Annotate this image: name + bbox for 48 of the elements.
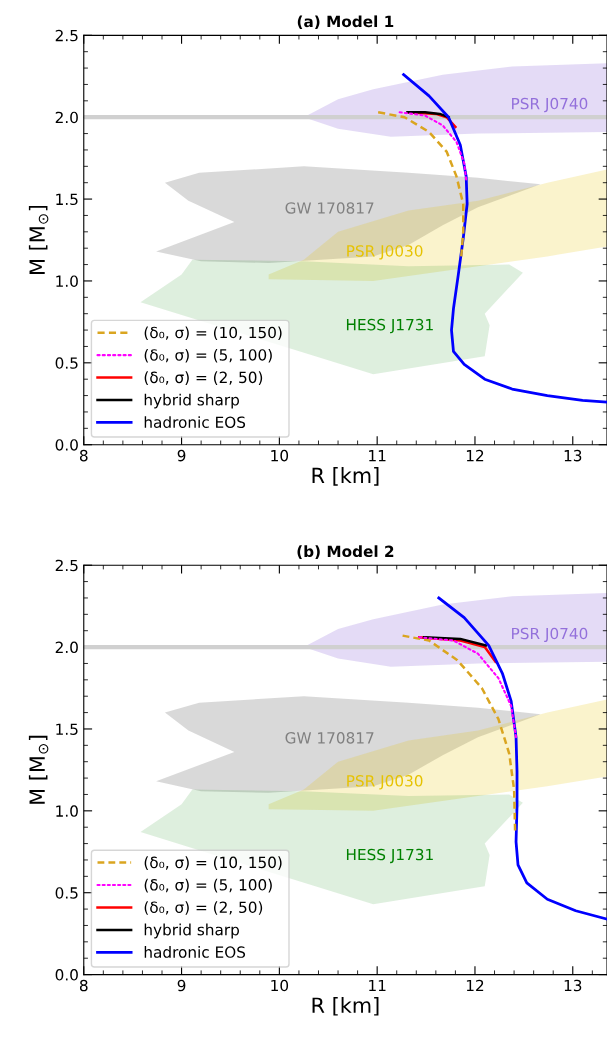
y-tick-label: 1.0 xyxy=(56,275,78,287)
y-tick-label: 0.5 xyxy=(55,887,78,899)
legend-label: (δ₀, σ) = (5, 100) xyxy=(144,348,272,363)
chart-title: (b) Model 2 xyxy=(297,545,394,559)
y-axis-title: M [M$_{⊙}$] xyxy=(28,205,49,274)
y-tick-label: 0.0 xyxy=(55,969,78,981)
x-tick-label: 12 xyxy=(466,449,484,462)
legend-label: hybrid sharp xyxy=(144,923,239,939)
series-label: HESS J1731 xyxy=(346,318,433,334)
y-tick-label: 2.5 xyxy=(55,559,78,572)
legend-label: (δ₀, σ) = (10, 150) xyxy=(144,856,282,870)
x-tick-label: 13 xyxy=(564,449,582,462)
series-label: GW 170817 xyxy=(285,732,374,744)
x-tick-label: 9 xyxy=(177,449,186,462)
legend-label: (δ₀, σ) = (2, 50) xyxy=(144,901,263,915)
x-tick-label: 11 xyxy=(369,979,386,992)
y-tick-label: 0.5 xyxy=(55,357,78,369)
legend-label: (δ₀, σ) = (5, 100) xyxy=(144,878,272,893)
x-tick-label: 10 xyxy=(271,979,289,992)
x-tick-label: 8 xyxy=(79,449,88,462)
y-tick-label: 2.5 xyxy=(55,29,78,42)
chart-title: (a) Model 1 xyxy=(297,15,394,30)
series-label: PSR J0030 xyxy=(347,775,423,790)
y-tick-label: 1.0 xyxy=(56,805,78,817)
x-tick-label: 8 xyxy=(79,979,88,992)
series-label: GW 170817 xyxy=(285,202,374,214)
y-tick-label: 1.5 xyxy=(56,723,78,735)
x-tick-label: 12 xyxy=(466,979,484,992)
x-tick-label: 9 xyxy=(177,979,186,992)
series-label: PSR J0030 xyxy=(347,245,423,260)
x-axis-title: R [km] xyxy=(312,997,379,1016)
legend-label: (δ₀, σ) = (10, 150) xyxy=(144,326,282,341)
x-tick-label: 13 xyxy=(564,979,582,992)
x-tick-label: 10 xyxy=(271,449,289,462)
legend-label: hadronic EOS xyxy=(144,946,246,958)
series-label: PSR J0740 xyxy=(512,627,588,643)
y-tick-label: 0.0 xyxy=(55,439,78,451)
legend-label: (δ₀, σ) = (2, 50) xyxy=(144,371,263,385)
legend-label: hadronic EOS xyxy=(144,416,246,428)
y-tick-label: 2.0 xyxy=(55,111,78,124)
legend-label: hybrid sharp xyxy=(144,393,239,409)
x-axis-title: R [km] xyxy=(312,467,379,486)
series-label: PSR J0740 xyxy=(512,97,588,113)
y-axis-title: M [M$_{⊙}$] xyxy=(28,735,49,804)
y-tick-label: 2.0 xyxy=(55,641,78,654)
series-label: HESS J1731 xyxy=(346,848,433,864)
x-tick-label: 11 xyxy=(369,450,386,462)
y-tick-label: 1.5 xyxy=(56,193,78,206)
